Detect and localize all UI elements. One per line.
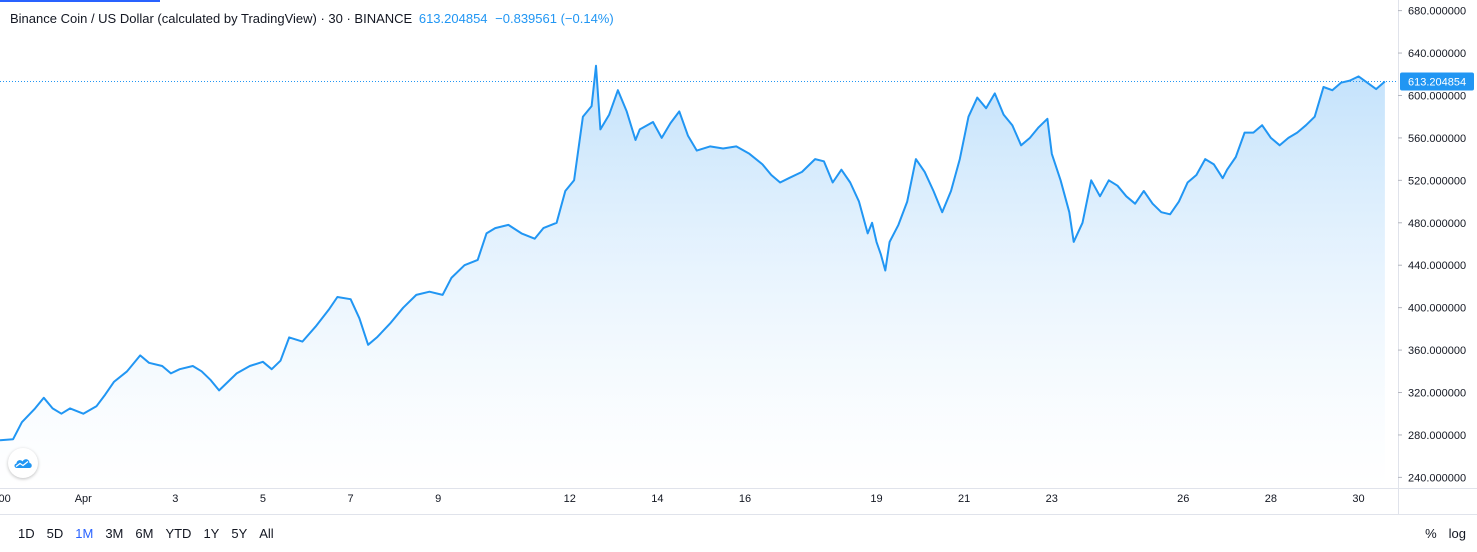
range-button-all[interactable]: All	[259, 526, 274, 541]
x-tick-label: 26	[1177, 493, 1189, 505]
price-badge	[1400, 72, 1474, 91]
range-button-1y[interactable]: 1Y	[203, 526, 220, 541]
range-button-5d[interactable]: 5D	[46, 526, 64, 541]
y-tick-label: 600.000000	[1408, 90, 1466, 102]
y-tick-label: 680.000000	[1408, 6, 1466, 18]
price-change: −0.839561 (−0.14%)	[495, 11, 614, 26]
range-button-5y[interactable]: 5Y	[231, 526, 248, 541]
y-tick-label: 440.000000	[1408, 260, 1466, 272]
range-button-1m[interactable]: 1M	[75, 526, 94, 541]
y-tick-label: 640.000000	[1408, 48, 1466, 60]
log-scale-toggle[interactable]: log	[1448, 526, 1466, 541]
x-tick-label: 3	[172, 493, 178, 505]
bottom-toolbar: 1D 5D 1M 3M 6M YTD 1Y 5Y All % log	[0, 514, 1477, 552]
active-tab-indicator	[0, 0, 160, 2]
y-tick-label: 320.000000	[1408, 388, 1466, 400]
chart-legend: Binance Coin / US Dollar (calculated by …	[10, 11, 614, 26]
y-tick-label: 480.000000	[1408, 218, 1466, 230]
x-tick-label: 9	[435, 493, 441, 505]
range-buttons: 1D 5D 1M 3M 6M YTD 1Y 5Y All	[12, 525, 280, 543]
x-tick-label: Apr	[75, 493, 92, 505]
x-tick-label: 14	[651, 493, 663, 505]
price-area-fill	[0, 65, 1385, 489]
plot-area	[0, 64, 1398, 489]
x-tick-label: 5	[260, 493, 266, 505]
tradingview-logo-button[interactable]	[8, 448, 38, 478]
y-tick-label: 280.000000	[1408, 430, 1466, 442]
symbol-title: Binance Coin / US Dollar (calculated by …	[10, 11, 413, 26]
price-chart[interactable]: 680.000000 640.000000 600.000000 560.000000…	[0, 0, 1477, 514]
x-tick-label: 21	[958, 493, 970, 505]
x-tick-label: 3:00	[0, 493, 11, 505]
x-tick-label: 16	[739, 493, 751, 505]
y-tick-label: 400.000000	[1408, 303, 1466, 315]
x-tick-label: 19	[870, 493, 882, 505]
axes: 680.000000 640.000000 600.000000 560.000000…	[0, 0, 1477, 514]
last-value: 613.204854	[418, 11, 488, 26]
range-button-ytd[interactable]: YTD	[165, 526, 192, 541]
x-tick-label: 7	[348, 493, 354, 505]
y-tick-label: 560.000000	[1408, 133, 1466, 145]
x-tick-label: 30	[1352, 493, 1364, 505]
x-tick-label: 23	[1046, 493, 1058, 505]
x-tick-label: 28	[1265, 493, 1277, 505]
price-badge-label: 613.204854	[1408, 76, 1466, 88]
scale-options: % log	[1419, 525, 1472, 543]
y-tick-label: 520.000000	[1408, 175, 1466, 187]
percent-scale-toggle[interactable]: %	[1425, 526, 1437, 541]
range-button-6m[interactable]: 6M	[135, 526, 154, 541]
y-tick-label: 360.000000	[1408, 345, 1466, 357]
range-button-3m[interactable]: 3M	[105, 526, 124, 541]
tradingview-cloud-icon	[14, 459, 32, 468]
range-button-1d[interactable]: 1D	[18, 526, 35, 541]
price-line	[0, 64, 1386, 442]
x-tick-label: 12	[564, 493, 576, 505]
y-tick-label: 240.000000	[1408, 472, 1466, 484]
